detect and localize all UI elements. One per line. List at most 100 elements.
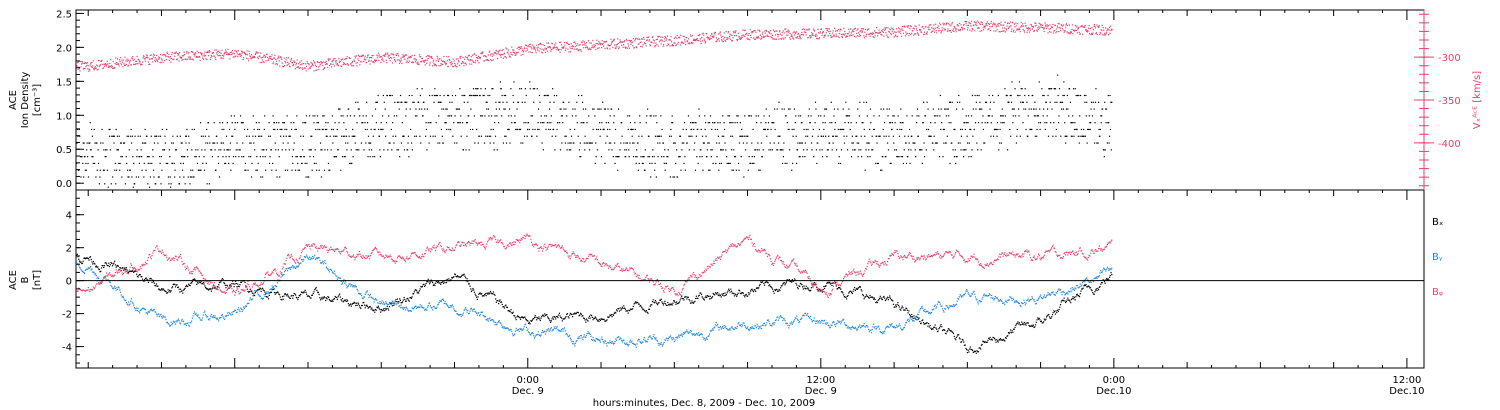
density-point	[976, 142, 978, 144]
bx-point	[79, 261, 81, 263]
density-point	[658, 135, 661, 137]
bx-point	[458, 276, 460, 278]
velocity-point	[376, 57, 379, 59]
bx-point	[276, 292, 278, 294]
bx-point	[331, 299, 333, 301]
density-point	[618, 156, 620, 158]
velocity-point	[660, 43, 662, 45]
density-point	[814, 122, 816, 124]
density-point	[746, 142, 748, 144]
velocity-point	[447, 66, 449, 68]
velocity-point	[802, 34, 804, 36]
velocity-point	[913, 34, 915, 36]
density-point	[883, 108, 885, 110]
density-point	[541, 142, 543, 144]
bx-point	[315, 287, 317, 289]
density-point	[482, 94, 484, 97]
density-point	[384, 108, 386, 110]
velocity-point	[574, 46, 576, 48]
density-point	[214, 149, 216, 151]
bx-point	[89, 256, 92, 258]
velocity-point	[675, 45, 677, 47]
bx-point	[588, 315, 591, 317]
velocity-point	[798, 38, 800, 40]
bx-point	[527, 320, 529, 322]
velocity-point	[834, 30, 837, 32]
velocity-point	[609, 48, 611, 50]
bx-point	[569, 312, 571, 314]
bx-point	[454, 273, 456, 276]
velocity-point	[659, 39, 661, 41]
velocity-point	[167, 56, 170, 58]
density-point	[274, 142, 276, 144]
density-point	[416, 88, 418, 90]
velocity-point	[181, 56, 183, 58]
velocity-point	[866, 29, 868, 31]
velocity-point	[257, 57, 259, 60]
velocity-point	[286, 64, 288, 66]
bx-point	[360, 304, 363, 307]
velocity-point	[1002, 30, 1004, 32]
bx-point	[76, 254, 78, 256]
density-point	[962, 149, 964, 151]
density-point	[442, 142, 444, 144]
velocity-point	[344, 58, 346, 61]
velocity-point	[102, 67, 105, 69]
velocity-point	[169, 55, 171, 58]
density-point	[1049, 101, 1051, 103]
velocity-point	[366, 56, 368, 58]
velocity-point	[918, 34, 920, 36]
density-point	[367, 156, 369, 158]
density-point	[919, 149, 922, 151]
bx-point	[605, 320, 607, 322]
density-point	[430, 122, 432, 124]
density-point	[1084, 135, 1087, 137]
velocity-point	[307, 63, 310, 65]
density-point	[663, 162, 665, 165]
velocity-point	[492, 53, 494, 55]
velocity-point	[699, 38, 701, 40]
bx-point	[586, 319, 588, 321]
bx-point	[461, 274, 463, 277]
density-point	[315, 128, 317, 131]
bx-point	[421, 286, 423, 288]
density-point	[912, 142, 914, 144]
bx-point	[653, 301, 655, 303]
bx-point	[601, 318, 603, 321]
density-point	[714, 122, 716, 124]
density-point	[497, 122, 500, 124]
velocity-point	[1034, 22, 1036, 24]
velocity-point	[528, 51, 530, 53]
velocity-point	[894, 31, 896, 33]
bx-point	[450, 279, 452, 281]
velocity-point	[923, 31, 926, 33]
velocity-point	[494, 51, 496, 54]
velocity-point	[695, 39, 697, 41]
velocity-point	[889, 29, 891, 31]
velocity-point	[595, 48, 597, 51]
density-point	[565, 135, 567, 137]
bx-point	[468, 283, 470, 285]
bx-point	[694, 300, 696, 302]
density-point	[354, 142, 356, 144]
velocity-point	[707, 38, 709, 40]
velocity-point	[351, 62, 353, 64]
velocity-point	[150, 54, 152, 56]
velocity-point	[1027, 27, 1030, 29]
density-point	[791, 169, 793, 171]
density-point	[288, 149, 290, 151]
bx-point	[127, 272, 129, 274]
velocity-point	[327, 58, 329, 60]
bx-point	[609, 314, 611, 316]
velocity-point	[871, 32, 873, 35]
density-point	[556, 94, 558, 97]
density-point	[735, 169, 737, 171]
density-point	[722, 149, 724, 151]
density-point	[379, 156, 381, 158]
velocity-point	[125, 63, 128, 65]
density-point	[795, 135, 797, 137]
density-point	[666, 156, 668, 158]
density-point	[624, 149, 626, 151]
density-point	[146, 135, 148, 137]
velocity-point	[619, 39, 621, 41]
